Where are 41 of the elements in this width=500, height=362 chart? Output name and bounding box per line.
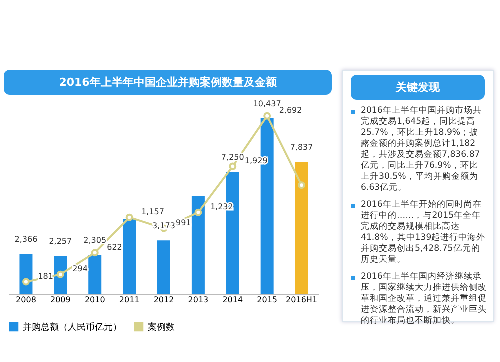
bar xyxy=(123,219,136,294)
data-label: 2,305 xyxy=(84,236,107,246)
point xyxy=(194,208,202,216)
data-label: 10,437 xyxy=(253,99,282,108)
x-tick-label: 2010 xyxy=(84,296,106,304)
bar xyxy=(158,240,170,294)
data-label: 991 xyxy=(176,218,192,228)
x-tick-label: 2012 xyxy=(154,296,174,304)
text: 2016年上半年开始的同时尚在进行中的……，与2015年全年完成的交易规模相比高达41.8%，其中139起进行中海外并购交易创出5,428.75亿元的历史天量。 xyxy=(361,200,487,266)
x-tick-label: 2016H1 xyxy=(286,296,318,304)
point xyxy=(229,162,237,170)
x-tick-label: 2013 xyxy=(188,296,209,304)
text: 2016年上半年国内经济继续承压，国家继续大力推进供给侧改革和国企改革，通过兼并重组促进资源整合流动，新兴产业巨头的行业布局也不断加快。 xyxy=(361,272,487,327)
bar xyxy=(295,162,308,294)
point xyxy=(56,270,64,278)
x-tick-label: 2014 xyxy=(222,296,244,304)
data-label: 2,366 xyxy=(14,235,38,244)
x-tick-label: 2015 xyxy=(257,296,278,304)
data-label: 2,692 xyxy=(279,106,302,116)
legend-label: 案例数 xyxy=(148,322,175,334)
point xyxy=(298,182,306,190)
bar xyxy=(20,254,33,294)
text: 2016年上半年中国并购市场共完成交易1,645起，同比提高25.7%，环比上升18.9%；披露金额的并购案例总计1,182起，共涉及交易金额7,836.87亿元，同比上升76.9%，环比上升30.5%，平均并购金额为6.63亿元。 xyxy=(361,106,483,194)
chart-title: 2016年上半年中国企业并购案例数量及金额 xyxy=(4,70,332,95)
text: 关键发现 xyxy=(351,75,485,100)
x-tick-label: 2009 xyxy=(50,296,71,304)
bar xyxy=(88,255,102,294)
data-label: 3,173 xyxy=(152,222,176,231)
data-label: 2,257 xyxy=(49,237,72,246)
x-tick-label: 2008 xyxy=(16,296,36,304)
legend-label: 并购总额（人民币亿元） xyxy=(23,322,122,334)
point xyxy=(126,214,134,222)
point xyxy=(264,112,272,120)
data-label: 622 xyxy=(107,242,122,252)
data-label: 294 xyxy=(72,264,88,274)
point xyxy=(91,249,99,257)
point xyxy=(22,278,30,286)
data-label: 7,837 xyxy=(290,143,314,152)
data-label: 1,157 xyxy=(142,208,164,217)
bar xyxy=(192,196,205,294)
x-tick-label: 2011 xyxy=(119,296,140,304)
